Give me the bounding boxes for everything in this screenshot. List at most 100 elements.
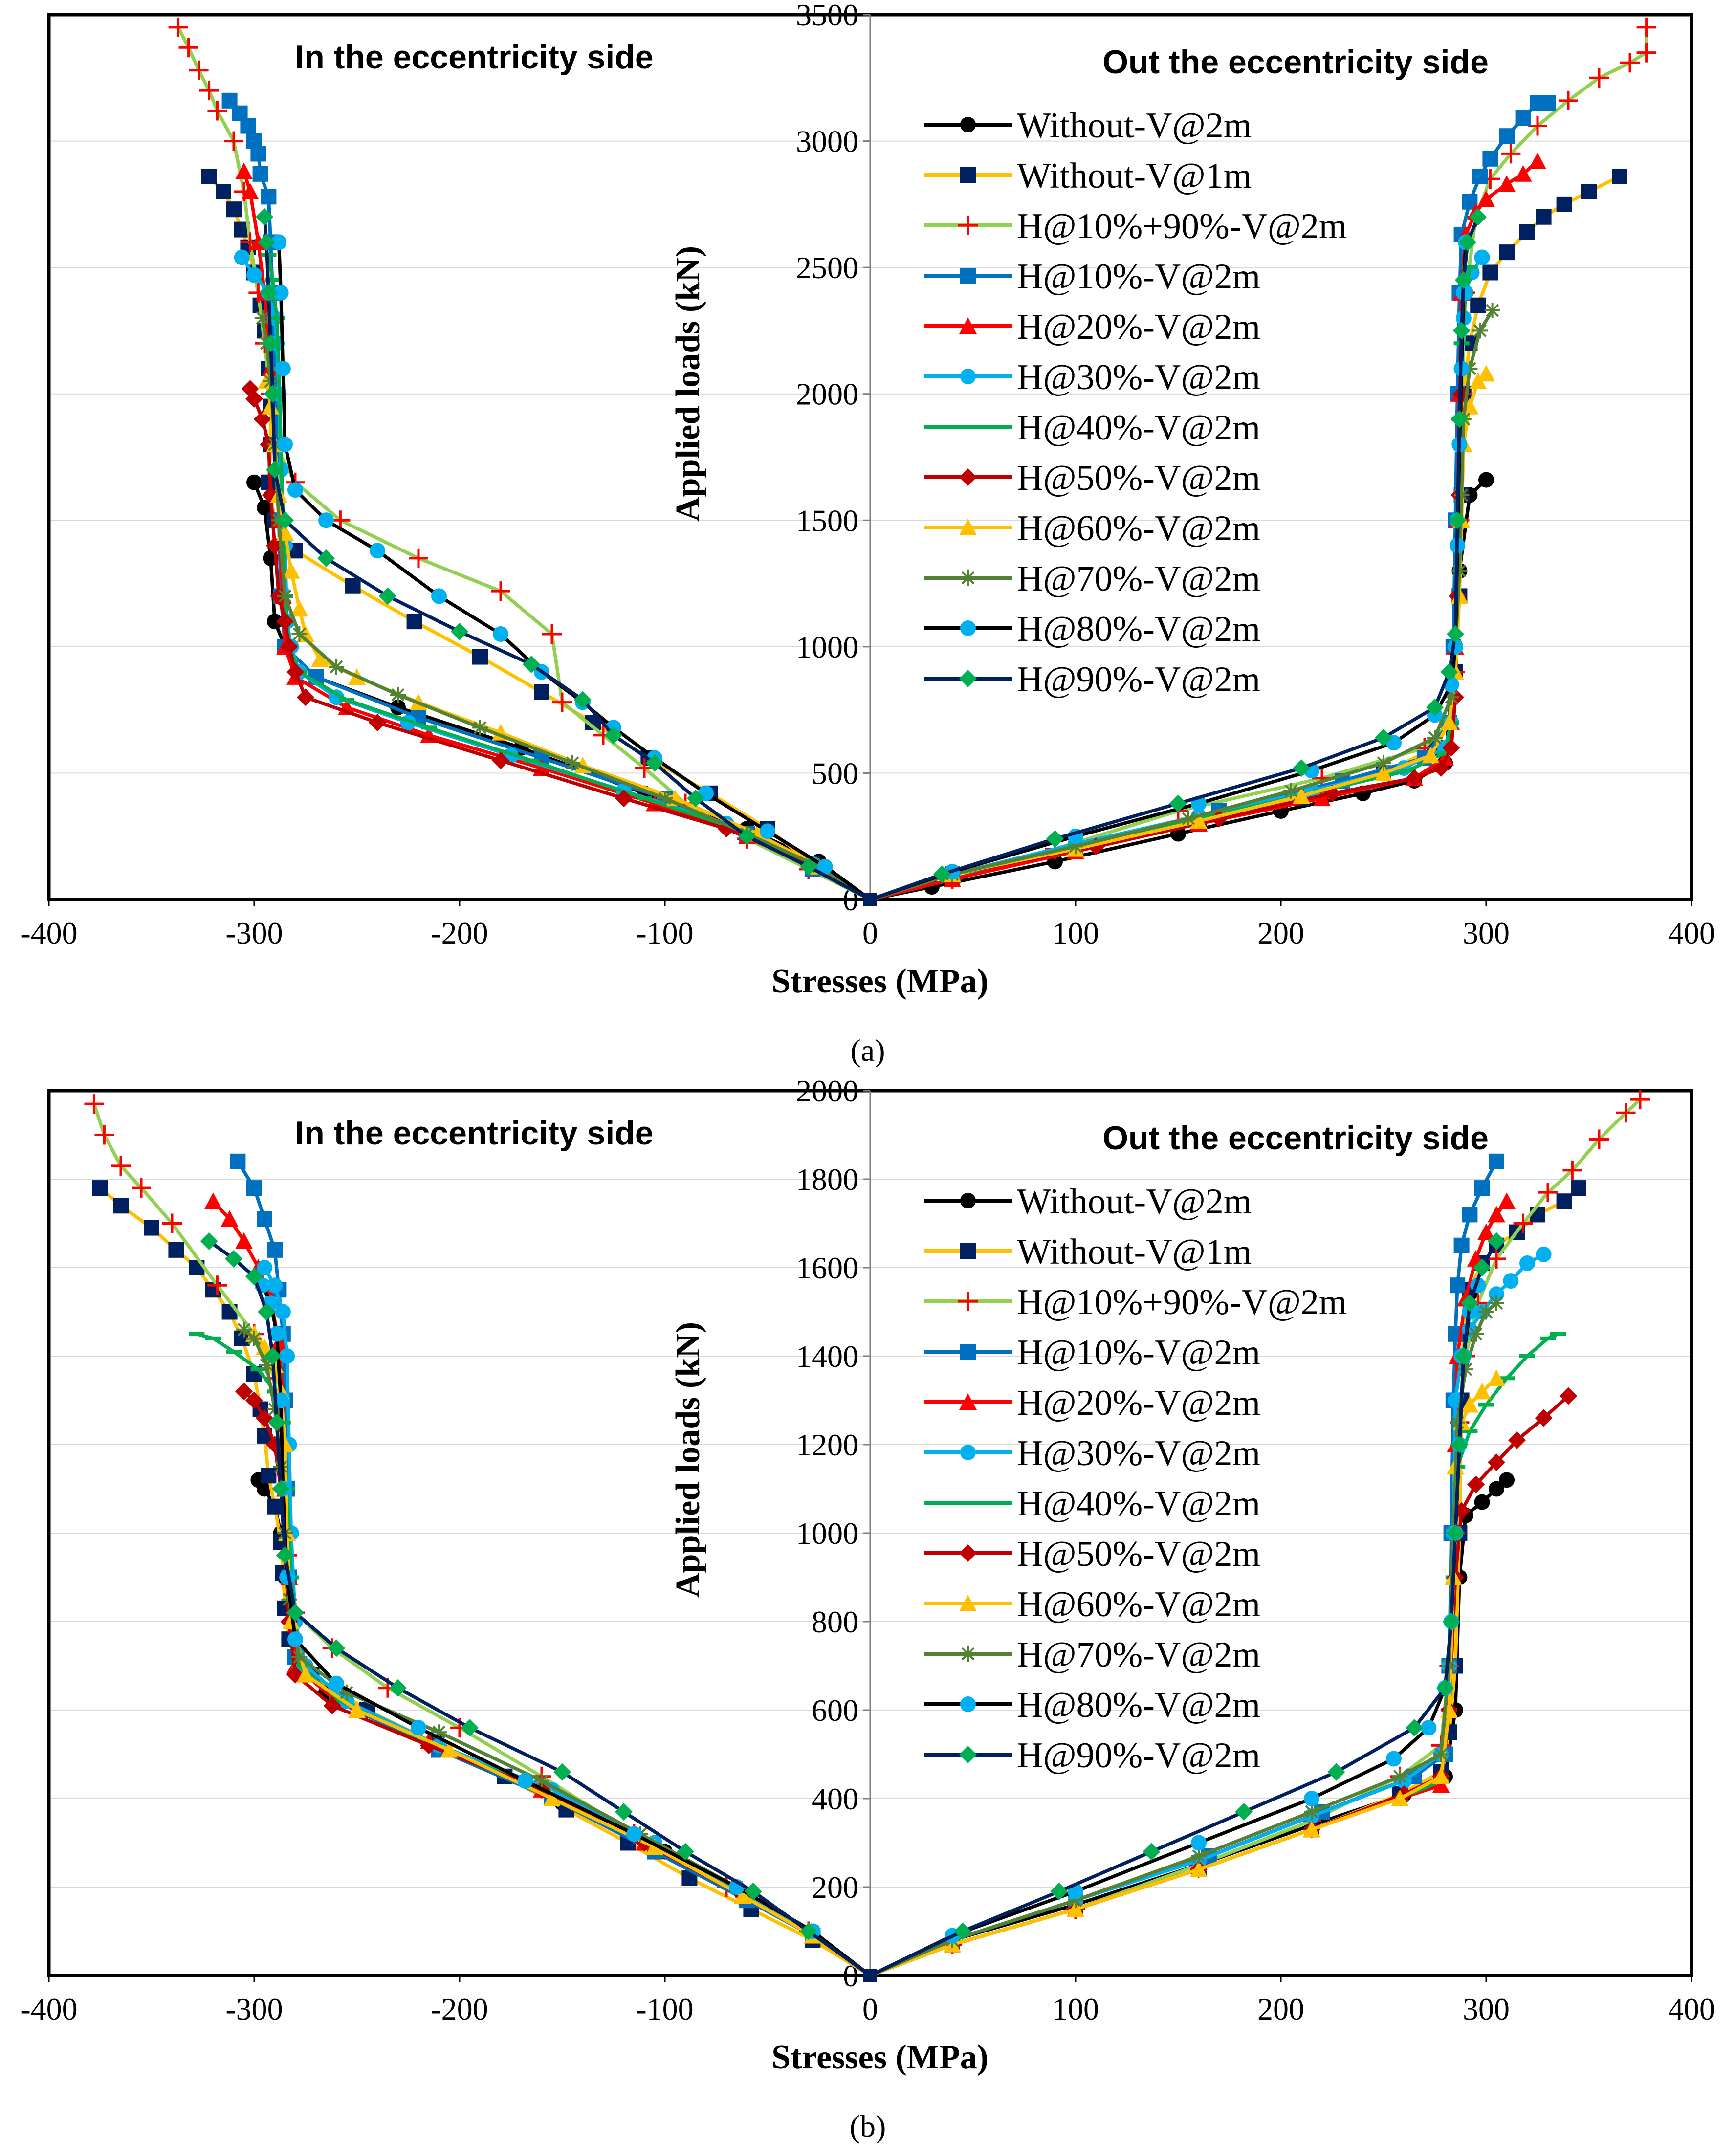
title-right: Out the eccentricity side <box>1102 1120 1489 1157</box>
legend-marker <box>960 1696 976 1712</box>
legend-label: H@10%+90%-V@2m <box>1017 1282 1347 1322</box>
data-point <box>1462 265 1478 270</box>
data-point <box>1474 1494 1490 1510</box>
data-point <box>1473 1259 1491 1276</box>
legend-marker <box>959 468 977 486</box>
data-point <box>1304 1791 1319 1806</box>
data-point <box>1050 1883 1068 1901</box>
data-point <box>1488 1369 1505 1386</box>
legend-marker <box>960 1243 976 1259</box>
data-point <box>241 183 259 199</box>
legend-marker <box>960 369 976 384</box>
data-point <box>493 626 508 642</box>
x-tick-label: -100 <box>636 916 693 950</box>
data-point <box>1482 151 1498 167</box>
chart-a-svg: 0 500 1000 1500 2000 2500 3000 3500 -400 -300 -200… <box>20 0 1715 1068</box>
data-point <box>1375 729 1392 747</box>
series-line-left <box>99 1186 871 1977</box>
data-point <box>267 1498 283 1515</box>
data-point <box>1437 751 1453 755</box>
legend-marker <box>958 216 978 235</box>
data-point <box>339 698 354 702</box>
legend-marker <box>960 1344 976 1360</box>
legend-marker <box>958 1292 978 1311</box>
legend-label: Without-V@1m <box>1017 1232 1252 1272</box>
title-left: In the eccentricity side <box>295 1115 653 1152</box>
data-point <box>517 1773 533 1789</box>
data-point <box>738 827 756 845</box>
legend-marker <box>959 1393 977 1410</box>
data-point <box>1514 165 1532 182</box>
data-point <box>406 614 422 630</box>
data-point <box>1406 769 1423 787</box>
data-point <box>1540 95 1556 111</box>
data-point <box>287 482 303 498</box>
data-point <box>1454 1347 1472 1365</box>
data-point <box>1556 196 1572 212</box>
data-point <box>84 1094 104 1114</box>
data-point <box>1143 1843 1161 1861</box>
data-point <box>1454 271 1472 289</box>
legend-item: H@20%-V@2m <box>924 307 1260 347</box>
legend-label: Without-V@2m <box>1017 1182 1252 1222</box>
legend-marker <box>960 117 976 132</box>
data-point <box>92 1180 108 1196</box>
data-point <box>200 1232 218 1250</box>
data-point <box>657 791 673 807</box>
data-point <box>1046 830 1064 848</box>
y-tick-label: 2000 <box>796 1076 858 1108</box>
data-point <box>1630 1090 1650 1110</box>
data-point <box>543 1790 561 1806</box>
data-point <box>205 1336 221 1340</box>
data-point <box>637 796 652 801</box>
data-point <box>369 714 386 731</box>
legend-item: H@80%-V@2m <box>924 1685 1260 1725</box>
data-point <box>1482 264 1498 281</box>
y-tick-label: 1500 <box>796 503 858 538</box>
data-point <box>266 461 284 479</box>
legend-item: H@10%-V@2m <box>924 257 1260 297</box>
data-point <box>1453 1237 1470 1253</box>
data-point <box>1487 1249 1506 1269</box>
y-axis-title: Applied loads (kN) <box>669 1322 707 1598</box>
series-line-left <box>264 381 871 901</box>
x-tick-label: 100 <box>1052 1992 1099 2026</box>
data-point <box>1519 1255 1535 1271</box>
series-11 <box>200 1232 1505 1977</box>
data-point <box>420 1736 438 1755</box>
data-point <box>431 1724 447 1740</box>
series-0 <box>250 1472 1515 1977</box>
data-point <box>267 1277 283 1294</box>
data-point <box>286 1666 304 1684</box>
x-tick-label: -400 <box>20 916 77 950</box>
data-point <box>291 1664 308 1668</box>
data-point <box>954 1922 971 1940</box>
y-tick-label: 1000 <box>796 1516 858 1551</box>
data-point <box>492 751 509 769</box>
legend-label: H@30%-V@2m <box>1017 357 1260 397</box>
data-point <box>267 614 283 630</box>
data-point <box>605 726 622 744</box>
y-tick-label: 1800 <box>796 1162 858 1197</box>
data-point <box>168 17 188 37</box>
data-point <box>472 720 488 736</box>
y-tick-label: 2000 <box>796 377 858 412</box>
data-point <box>332 1699 349 1703</box>
title-left: In the eccentricity side <box>295 39 653 76</box>
data-point <box>1447 625 1464 643</box>
data-point <box>574 691 592 709</box>
data-point <box>297 1666 314 1683</box>
data-point <box>1313 790 1331 807</box>
data-point <box>113 1198 129 1214</box>
data-point <box>207 101 227 121</box>
series-line-right <box>869 1301 1498 1977</box>
x-tick-label: 200 <box>1257 1992 1304 2026</box>
data-point <box>1458 1361 1473 1378</box>
data-point <box>254 310 270 326</box>
y-tick-label: 500 <box>812 756 858 791</box>
data-point <box>224 131 243 151</box>
data-point <box>220 1210 239 1227</box>
data-point <box>1391 1790 1409 1806</box>
data-point <box>1191 1835 1207 1851</box>
